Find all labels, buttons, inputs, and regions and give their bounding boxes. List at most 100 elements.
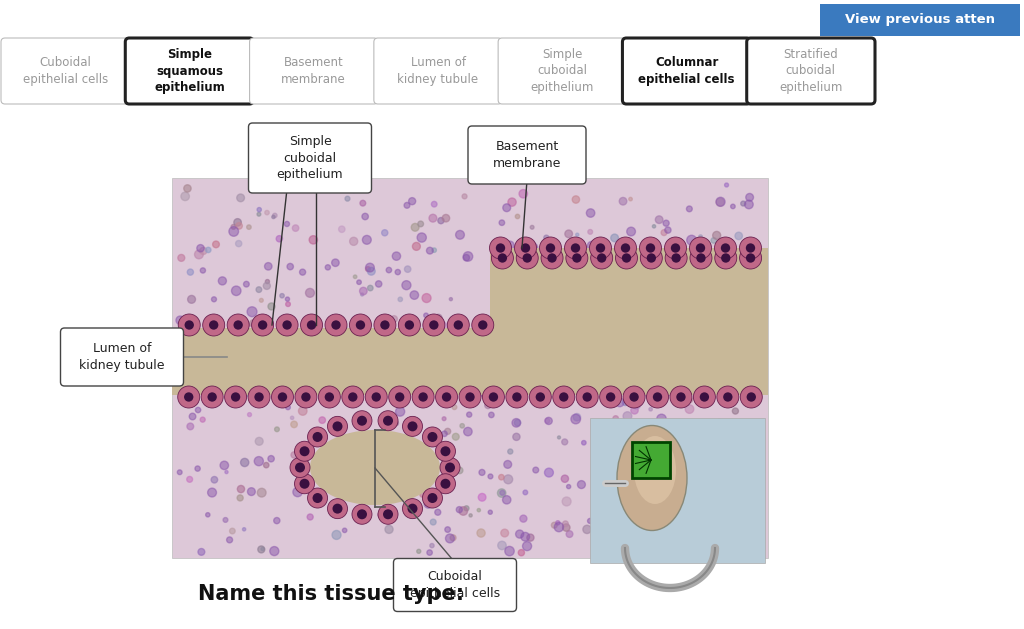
Circle shape (401, 281, 411, 290)
Ellipse shape (398, 314, 421, 336)
Circle shape (722, 547, 729, 555)
Circle shape (248, 413, 252, 416)
Circle shape (464, 506, 469, 511)
Ellipse shape (488, 392, 498, 402)
Circle shape (255, 437, 263, 445)
Circle shape (477, 508, 480, 512)
FancyBboxPatch shape (172, 178, 768, 558)
Circle shape (756, 350, 761, 355)
Ellipse shape (740, 386, 762, 408)
Circle shape (430, 543, 434, 548)
Circle shape (187, 342, 191, 346)
Circle shape (236, 223, 243, 229)
Circle shape (259, 298, 263, 302)
Circle shape (488, 474, 493, 479)
Circle shape (566, 531, 572, 537)
Circle shape (383, 464, 391, 472)
Circle shape (391, 316, 397, 322)
Circle shape (362, 365, 368, 369)
Circle shape (635, 337, 641, 343)
Circle shape (512, 418, 520, 427)
Circle shape (310, 337, 313, 339)
Circle shape (414, 381, 419, 386)
Circle shape (342, 528, 347, 533)
Circle shape (664, 220, 670, 226)
Ellipse shape (640, 237, 662, 259)
Circle shape (649, 408, 652, 411)
Circle shape (200, 417, 205, 422)
Circle shape (257, 208, 261, 212)
Circle shape (479, 469, 485, 476)
Circle shape (451, 535, 456, 541)
Circle shape (272, 213, 278, 218)
Circle shape (265, 211, 269, 215)
Ellipse shape (715, 237, 736, 259)
Circle shape (435, 509, 440, 515)
Ellipse shape (352, 504, 372, 525)
Circle shape (718, 272, 727, 281)
Ellipse shape (248, 386, 270, 408)
Circle shape (503, 496, 511, 504)
Circle shape (341, 325, 347, 331)
Circle shape (683, 290, 688, 295)
Circle shape (738, 450, 743, 455)
Ellipse shape (723, 392, 732, 402)
Ellipse shape (541, 247, 563, 269)
Ellipse shape (478, 320, 487, 330)
Ellipse shape (184, 320, 194, 330)
Ellipse shape (553, 386, 574, 408)
Ellipse shape (258, 320, 267, 330)
Circle shape (291, 421, 297, 428)
Circle shape (395, 407, 404, 416)
Circle shape (197, 245, 204, 252)
Ellipse shape (445, 462, 455, 472)
Circle shape (631, 406, 638, 414)
Circle shape (438, 322, 447, 331)
Circle shape (286, 302, 291, 306)
Circle shape (327, 367, 335, 375)
Circle shape (499, 220, 505, 225)
Circle shape (741, 335, 746, 340)
Circle shape (513, 433, 520, 440)
Circle shape (658, 467, 666, 476)
Ellipse shape (402, 499, 423, 519)
Circle shape (311, 392, 316, 398)
Circle shape (676, 348, 682, 353)
Ellipse shape (745, 243, 755, 253)
Ellipse shape (570, 243, 581, 253)
Circle shape (575, 233, 579, 237)
Circle shape (700, 481, 707, 486)
Circle shape (615, 398, 624, 407)
Ellipse shape (233, 320, 243, 330)
Circle shape (606, 382, 614, 390)
Ellipse shape (717, 386, 739, 408)
Circle shape (519, 189, 527, 198)
Circle shape (569, 255, 573, 260)
Ellipse shape (696, 243, 706, 253)
Circle shape (213, 241, 219, 248)
Circle shape (709, 492, 719, 501)
Circle shape (743, 265, 753, 275)
Ellipse shape (676, 392, 686, 402)
Circle shape (206, 513, 210, 517)
Ellipse shape (395, 392, 404, 402)
Circle shape (697, 370, 703, 376)
Circle shape (583, 525, 591, 533)
Circle shape (730, 343, 734, 347)
Circle shape (231, 225, 236, 229)
Ellipse shape (307, 427, 328, 447)
Circle shape (515, 214, 520, 219)
Ellipse shape (516, 247, 539, 269)
Ellipse shape (721, 243, 730, 253)
Ellipse shape (746, 392, 756, 402)
Ellipse shape (408, 504, 418, 514)
Circle shape (376, 281, 382, 287)
Ellipse shape (429, 320, 438, 330)
Ellipse shape (739, 237, 762, 259)
Circle shape (715, 420, 723, 428)
Circle shape (708, 386, 712, 390)
Circle shape (309, 236, 317, 244)
Ellipse shape (546, 243, 555, 253)
Ellipse shape (419, 392, 428, 402)
Circle shape (716, 198, 724, 206)
